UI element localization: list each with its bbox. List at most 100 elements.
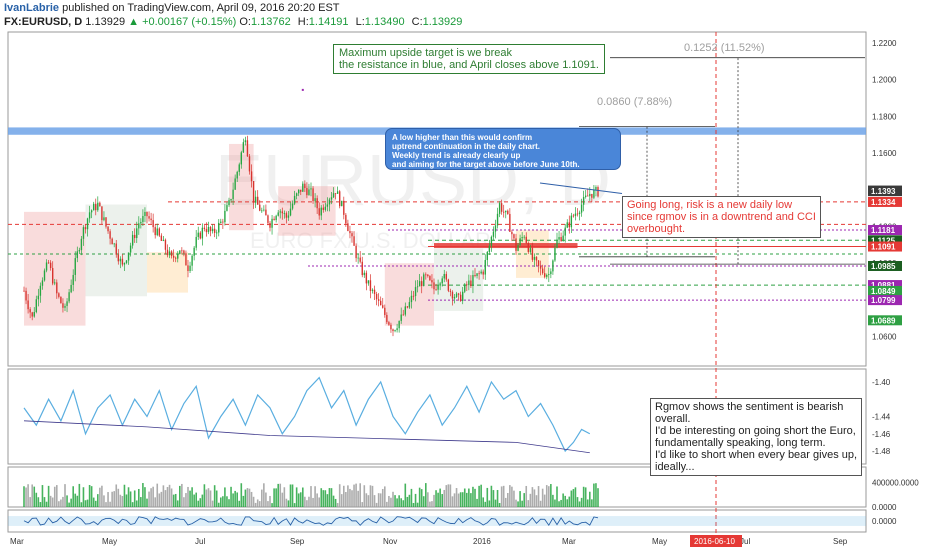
candle-body xyxy=(437,285,439,290)
volume-bar xyxy=(576,497,579,507)
author-link[interactable]: IvanLabrie xyxy=(4,2,60,14)
candle-body xyxy=(129,245,132,253)
candle-body xyxy=(168,251,171,256)
candle-body xyxy=(345,214,347,224)
volume-bar xyxy=(82,487,85,507)
candle-body xyxy=(439,283,441,286)
volume-bar xyxy=(593,483,595,507)
candle-body xyxy=(585,195,587,197)
volume-bar xyxy=(209,490,212,507)
candle-body xyxy=(441,278,443,284)
candle-body xyxy=(213,228,216,233)
volume-bar xyxy=(550,484,552,507)
candle-body xyxy=(505,210,507,213)
volume-bar xyxy=(62,496,64,507)
volume-bar xyxy=(256,499,259,507)
candle-body xyxy=(195,236,197,248)
volume-bar xyxy=(27,484,29,507)
volume-bar xyxy=(23,486,25,507)
volume-bar xyxy=(287,500,290,507)
volume-bar xyxy=(154,497,156,507)
annotation-upside-target[interactable]: Maximum upside target is we break the re… xyxy=(333,44,605,74)
candle-body xyxy=(597,187,599,197)
volume-bar xyxy=(64,484,66,507)
candle-body xyxy=(320,207,322,216)
candle-body xyxy=(503,211,505,213)
candle-body xyxy=(334,193,337,195)
candle-body xyxy=(361,261,363,276)
candle-body xyxy=(74,258,76,275)
candle-body xyxy=(84,227,87,230)
volume-bar xyxy=(146,498,148,507)
annotation-rgmov-sentiment[interactable]: Rgmov shows the sentiment is bearish ove… xyxy=(650,398,863,476)
annotation-callout-blue[interactable]: A low higher than this would confirm upt… xyxy=(385,128,621,170)
candle-body xyxy=(193,247,195,256)
candle-body xyxy=(347,223,349,232)
candle-body xyxy=(250,171,253,182)
candle-body xyxy=(240,152,242,165)
level-badge-label: 1.0881 xyxy=(871,281,896,290)
volume-bar xyxy=(312,497,314,507)
volume-bar xyxy=(168,484,171,507)
volume-bar xyxy=(504,497,507,507)
volume-bar xyxy=(187,486,189,507)
spike-mark xyxy=(301,88,304,91)
candle-body xyxy=(500,203,503,212)
volume-bar xyxy=(476,498,478,507)
candle-body xyxy=(314,198,316,202)
volume-bar xyxy=(349,488,351,507)
candle-body xyxy=(535,256,538,261)
candle-body xyxy=(580,204,583,213)
volume-bar xyxy=(193,494,195,507)
volume-bar xyxy=(121,496,124,507)
volume-bar xyxy=(515,499,517,507)
candle-body xyxy=(218,222,220,233)
volume-bar xyxy=(244,489,247,507)
candle-body xyxy=(248,156,251,172)
volume-bar xyxy=(37,497,40,507)
annotation-line: I'd like to short when every bear gives … xyxy=(655,449,858,461)
candle-body xyxy=(222,221,224,223)
candle-body xyxy=(144,211,146,217)
candle-body xyxy=(54,282,56,284)
volume-bar xyxy=(425,483,427,507)
volume-bar xyxy=(269,495,271,507)
volume-bar xyxy=(373,495,376,507)
candle-body xyxy=(302,183,304,192)
candle-body xyxy=(203,227,206,229)
volume-bar xyxy=(215,490,218,507)
candle-body xyxy=(404,306,406,315)
volume-bar xyxy=(302,487,304,507)
volume-bar xyxy=(414,493,417,507)
volume-bar xyxy=(457,493,460,507)
candle-body xyxy=(27,300,29,310)
volume-bar xyxy=(556,486,558,507)
candle-body xyxy=(546,274,548,277)
candle-body xyxy=(519,238,521,246)
candle-body xyxy=(82,227,85,239)
volume-bar xyxy=(332,495,335,507)
candle-body xyxy=(427,274,429,277)
annotation-line: uptrend continuation in the daily chart. xyxy=(392,142,541,151)
annotation-going-long[interactable]: Going long, risk is a new daily low sinc… xyxy=(622,196,821,238)
volume-bar xyxy=(277,483,279,507)
annotation-line: I'd be interesting on going short the Eu… xyxy=(655,425,856,437)
volume-bar xyxy=(174,493,177,507)
candle-body xyxy=(525,236,527,243)
volume-bar xyxy=(127,487,130,507)
volume-bar xyxy=(232,493,234,507)
candle-body xyxy=(123,262,126,265)
candle-body xyxy=(392,329,394,332)
rgmov-baseline xyxy=(23,420,590,454)
candle-body xyxy=(228,200,230,206)
level-badge-label: 1.1334 xyxy=(871,198,896,207)
volume-bar xyxy=(33,486,36,507)
volume-bar xyxy=(486,487,489,507)
volume-bar xyxy=(306,500,308,507)
candle-body xyxy=(513,234,515,239)
candle-body xyxy=(589,193,591,197)
volume-bar xyxy=(396,498,398,507)
candle-body xyxy=(158,228,160,236)
annotation-line: Maximum upside target is we break xyxy=(339,47,513,59)
x-tick-label: May xyxy=(102,537,117,546)
